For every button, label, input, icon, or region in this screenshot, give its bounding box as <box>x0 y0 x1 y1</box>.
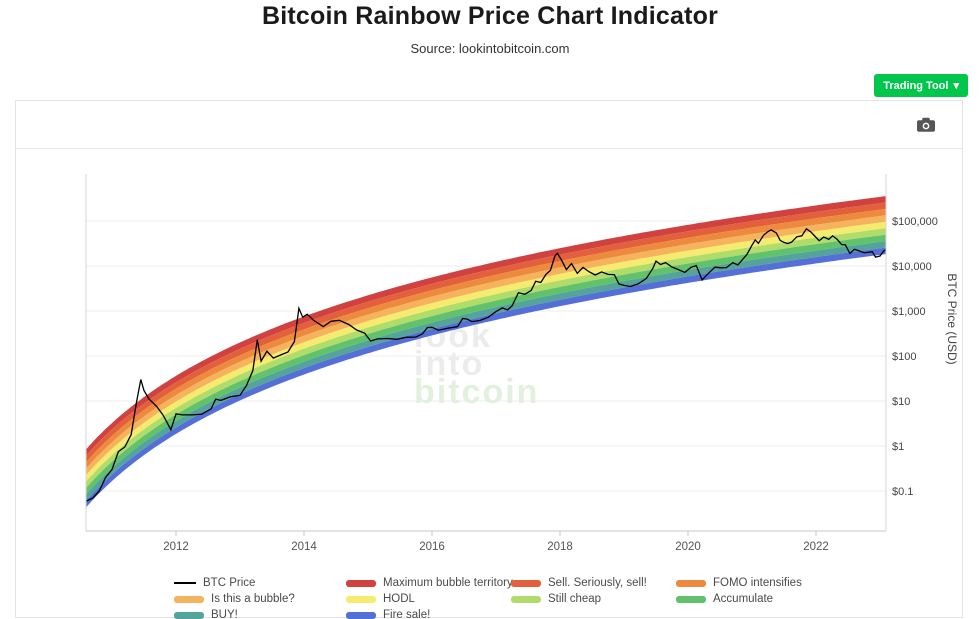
legend-item[interactable]: Sell. Seriously, sell! <box>511 577 676 589</box>
legend-label: Sell. Seriously, sell! <box>548 577 647 589</box>
page-subtitle: Source: lookintobitcoin.com <box>410 41 570 56</box>
legend-band-swatch <box>346 595 376 603</box>
x-tick-label: 2020 <box>675 541 701 553</box>
legend-label: Maximum bubble territory <box>383 577 513 589</box>
legend-label: Accumulate <box>713 593 774 605</box>
legend-item[interactable]: BTC Price <box>174 577 346 589</box>
trading-tool-label: Trading Tool <box>883 79 949 92</box>
legend-label: Still cheap <box>548 593 602 605</box>
x-tick-label: 2016 <box>419 541 445 553</box>
chart-area: look into bitcoin $100,000 $10,000 $1,000 $100… <box>16 149 962 559</box>
rainbow-chart[interactable]: lookintobitcoin$100,000$10,000$1,000$100… <box>16 149 964 554</box>
legend-band-swatch <box>174 595 204 603</box>
chevron-down-icon: ▾ <box>953 80 959 92</box>
y-tick-label: $1 <box>892 441 904 453</box>
legend-item[interactable]: Still cheap <box>511 593 676 605</box>
legend-item[interactable]: HODL <box>346 593 511 605</box>
legend-label: Fire sale! <box>383 609 431 619</box>
y-tick-label: $1,000 <box>892 306 926 318</box>
legend-label: BUY! <box>211 609 238 619</box>
y-tick-label: $10 <box>892 396 910 408</box>
legend-item[interactable]: Maximum bubble territory <box>346 577 513 589</box>
legend-item[interactable]: BUY! <box>174 609 346 619</box>
legend: BTC Price Maximum bubble territory Sell. S… <box>174 577 962 619</box>
y-tick-label: $100,000 <box>892 216 938 228</box>
trading-tool-button[interactable]: Trading Tool ▾ <box>874 74 968 97</box>
y-tick-label: $100 <box>892 351 916 363</box>
x-tick-label: 2012 <box>163 541 189 553</box>
y-tick-label: $10,000 <box>892 261 932 273</box>
legend-item[interactable]: Is this a bubble? <box>174 593 346 605</box>
legend-line-swatch <box>174 582 196 584</box>
page-title: Bitcoin Rainbow Price Chart Indicator <box>261 2 719 30</box>
camera-icon <box>917 117 935 132</box>
watermark-text: into <box>414 345 484 383</box>
chart-toolbar <box>16 101 962 149</box>
legend-band-swatch <box>174 611 204 619</box>
x-tick-label: 2014 <box>291 541 317 553</box>
legend-label: BTC Price <box>203 577 256 589</box>
legend-item[interactable]: Fire sale! <box>346 609 511 619</box>
x-tick-label: 2022 <box>803 541 829 553</box>
y-tick-label: $0.1 <box>892 486 913 498</box>
legend-band-swatch <box>511 579 541 587</box>
chart-card: look into bitcoin $100,000 $10,000 $1,000 $100… <box>15 100 963 619</box>
legend-item[interactable]: Accumulate <box>676 593 962 605</box>
legend-band-swatch <box>346 611 376 619</box>
legend-band-swatch <box>346 579 376 587</box>
legend-item[interactable]: FOMO intensifies <box>676 577 962 589</box>
x-tick-label: 2018 <box>547 541 573 553</box>
btc-price-line[interactable] <box>86 227 886 502</box>
legend-label: HODL <box>383 593 415 605</box>
legend-band-swatch <box>676 579 706 587</box>
legend-band-swatch <box>676 595 706 603</box>
legend-band-swatch <box>511 595 541 603</box>
legend-label: Is this a bubble? <box>211 593 295 605</box>
legend-label: FOMO intensifies <box>713 577 802 589</box>
camera-snapshot-button[interactable] <box>914 115 938 135</box>
watermark-text: bitcoin <box>414 373 539 411</box>
y-axis-title: BTC Price (USD) <box>945 273 959 364</box>
